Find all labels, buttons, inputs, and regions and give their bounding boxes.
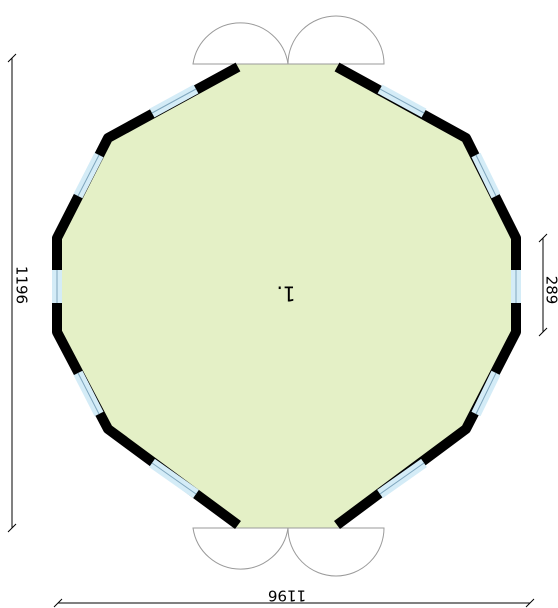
dimension-left [7, 53, 17, 533]
room-floor [54, 64, 519, 528]
window-upper-right [471, 152, 501, 199]
bottom-right-door-swing [287, 527, 385, 577]
top-doors [192, 15, 385, 65]
dimension-bottom [53, 598, 535, 608]
window-upper-left [73, 152, 104, 199]
window-top-left [149, 84, 199, 118]
dimension-left-label: 1196 [13, 266, 31, 304]
window-lower-left [73, 370, 104, 417]
dimension-right-label: 289 [543, 276, 558, 305]
bottom-left-door-swing [192, 527, 289, 570]
top-right-door-swing [287, 15, 385, 65]
windows [52, 84, 521, 499]
window-top-right [377, 84, 427, 118]
window-lower-right [471, 370, 501, 417]
room-label: 1. [276, 282, 295, 306]
top-left-door-swing [192, 22, 289, 65]
dimension-right [538, 233, 548, 337]
dimension-bottom-label: 1196 [268, 587, 306, 605]
bottom-doors [192, 527, 385, 577]
window-bottom-left [149, 458, 199, 499]
window-bottom-right [377, 458, 427, 499]
